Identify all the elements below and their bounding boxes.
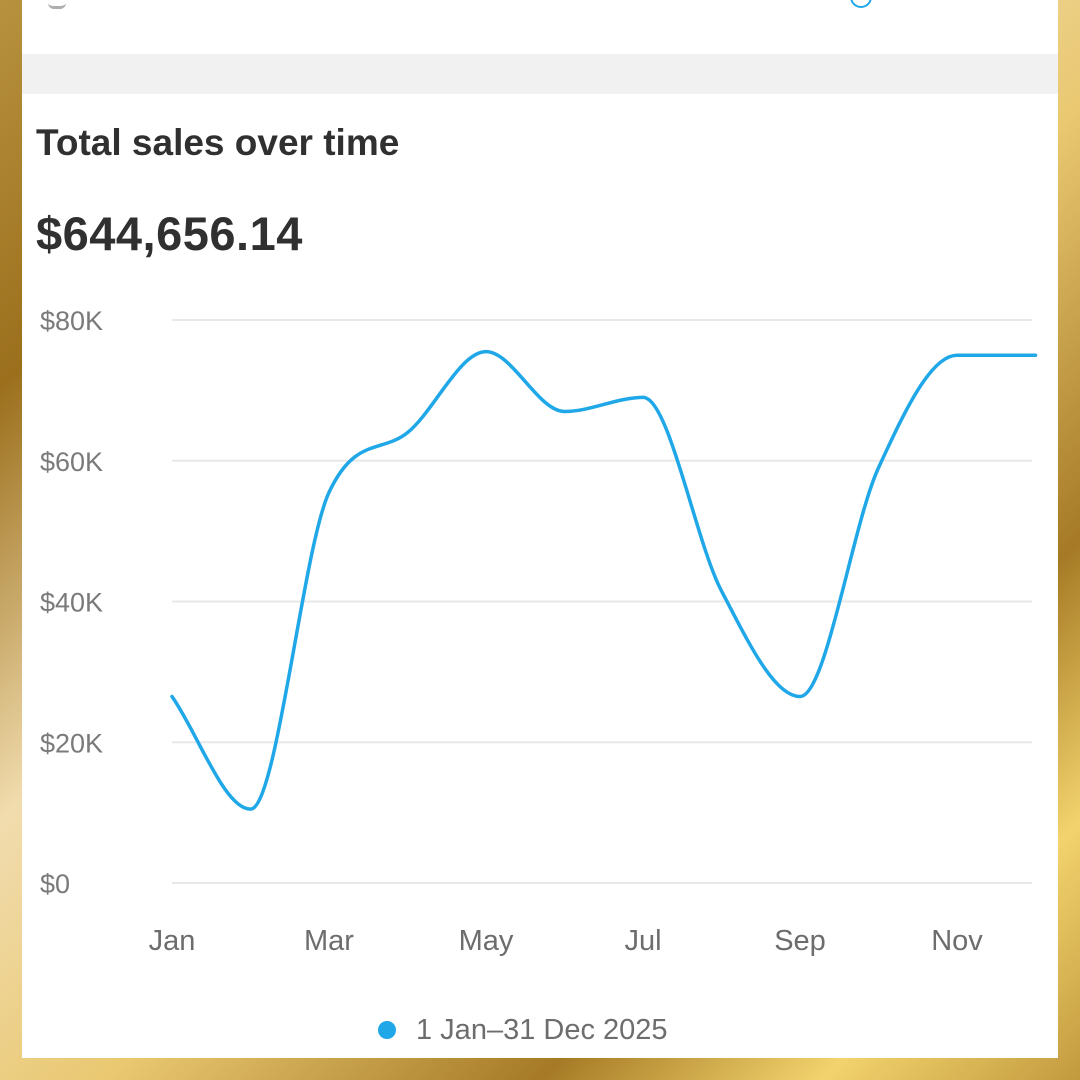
- y-tick-label: $80K: [40, 306, 103, 336]
- x-tick-label: Nov: [931, 925, 983, 957]
- y-tick-label: $40K: [40, 588, 103, 618]
- legend[interactable]: 1 Jan–31 Dec 2025: [378, 1010, 668, 1050]
- top-strip: [22, 0, 1058, 54]
- x-tick-label: May: [459, 925, 514, 957]
- chart-title: Total sales over time: [36, 122, 400, 163]
- series-layer: [170, 349, 1038, 811]
- x-tick-label: Sep: [774, 925, 826, 957]
- section-divider: [22, 54, 1058, 94]
- sales-line-chart: $0 $20K $40K $60K $80K Jan Mar May Jul Sep Nov: [40, 306, 1038, 957]
- series-line[interactable]: [170, 349, 1038, 811]
- legend-label: 1 Jan–31 Dec 2025: [416, 1013, 668, 1046]
- x-tick-label: Jul: [624, 925, 661, 957]
- y-tick-label: $60K: [40, 447, 103, 477]
- clipped-text: [48, 0, 66, 9]
- y-axis-ticks: $0 $20K $40K $60K $80K: [40, 306, 103, 899]
- info-icon[interactable]: [850, 0, 872, 8]
- x-axis-ticks: Jan Mar May Jul Sep Nov: [149, 925, 984, 957]
- x-tick-label: Jan: [149, 925, 196, 957]
- grid-lines: [172, 319, 1032, 884]
- y-tick-label: $0: [40, 869, 70, 899]
- sales-card: Total sales over time $644,656.14 $0 $20K…: [22, 0, 1058, 1058]
- legend-dot-icon: [378, 1021, 396, 1039]
- total-sales-value: $644,656.14: [36, 207, 303, 260]
- x-tick-label: Mar: [304, 925, 354, 957]
- y-tick-label: $20K: [40, 728, 103, 758]
